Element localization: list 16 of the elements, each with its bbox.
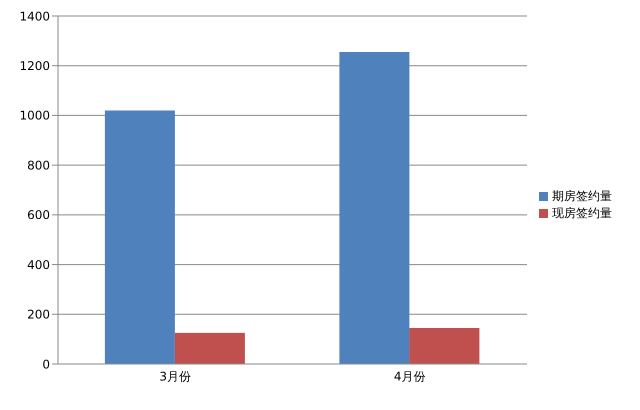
y-tick-label: 1000 (19, 108, 50, 123)
bar (104, 110, 175, 364)
y-tick-label: 600 (27, 208, 50, 222)
y-tick-label: 1400 (19, 9, 50, 24)
y-tick-label: 800 (27, 158, 50, 172)
bar (339, 52, 410, 364)
y-tick-label: 0 (42, 357, 50, 372)
bar (174, 332, 245, 364)
bar (409, 328, 480, 364)
y-tick-label: 1200 (19, 58, 50, 73)
legend-label: 期房签约量 (552, 189, 612, 203)
x-tick-label: 4月份 (394, 370, 426, 384)
y-tick-label: 200 (27, 308, 50, 322)
y-tick-label: 400 (27, 258, 50, 272)
legend-label: 现房签约量 (552, 206, 612, 220)
x-tick-label: 3月份 (159, 370, 192, 384)
